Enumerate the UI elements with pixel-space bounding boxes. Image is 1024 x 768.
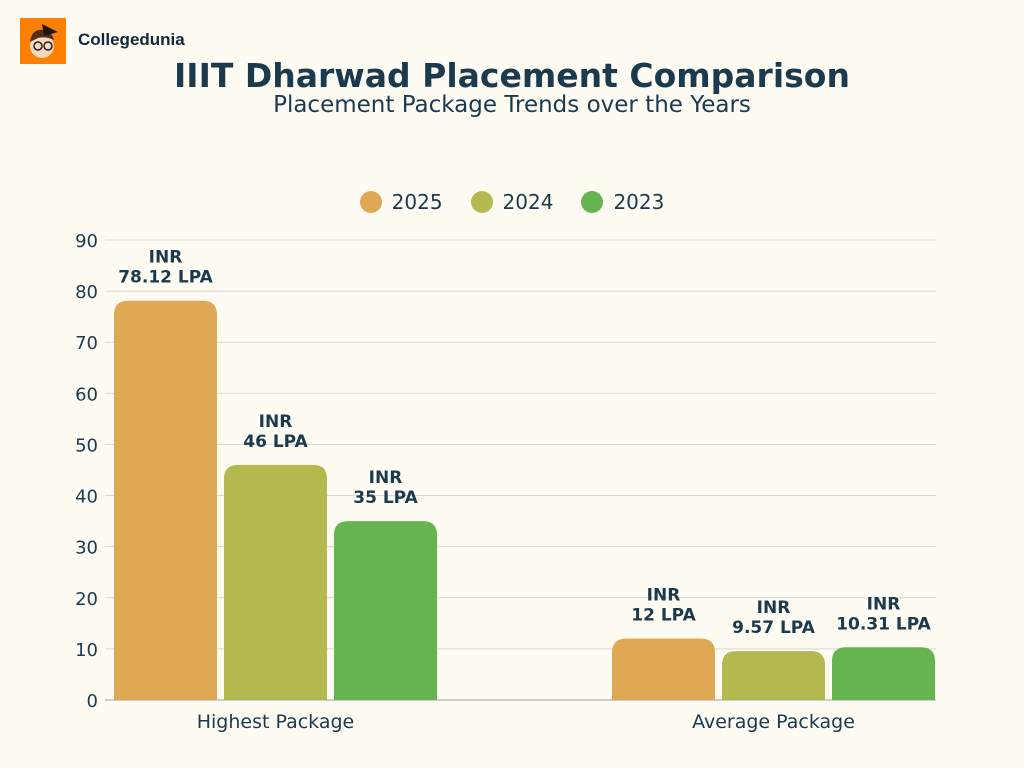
data-label: 46 LPA [243, 432, 308, 452]
legend-swatch [581, 191, 604, 213]
legend-item-2025: 2025 [359, 190, 443, 214]
legend-item-2024: 2024 [470, 190, 554, 214]
data-label: 35 LPA [353, 488, 418, 508]
y-tick-label: 20 [75, 589, 98, 610]
data-label: INR [647, 586, 681, 606]
y-tick-label: 10 [75, 640, 98, 661]
legend-label: 2024 [502, 190, 554, 214]
legend-label: 2023 [613, 190, 665, 214]
y-tick-label: 30 [75, 538, 98, 559]
y-tick-label: 80 [75, 282, 98, 303]
data-label: 10.31 LPA [836, 614, 931, 634]
data-label: INR [369, 468, 403, 488]
y-tick-label: 70 [75, 333, 98, 354]
legend-swatch [470, 191, 493, 213]
data-label: INR [757, 598, 791, 618]
bar-2024-1 [722, 651, 825, 700]
y-tick-label: 0 [87, 691, 98, 712]
legend-swatch [359, 191, 382, 213]
bar-2023-1 [832, 647, 935, 700]
bar-2023-0 [334, 521, 437, 700]
data-label: INR [149, 248, 183, 268]
data-label: INR [259, 412, 293, 432]
legend-label: 2025 [391, 190, 443, 214]
chart-title: IIIT Dharwad Placement Comparison [174, 56, 850, 95]
y-tick-label: 60 [75, 384, 98, 405]
y-tick-label: 90 [75, 231, 98, 252]
y-tick-label: 40 [75, 487, 98, 508]
bar-2024-0 [224, 464, 327, 700]
data-label: 12 LPA [631, 606, 696, 626]
bar-2025-0 [114, 300, 217, 700]
data-label: 9.57 LPA [732, 618, 816, 638]
brand-name: Collegedunia [78, 30, 185, 49]
bar-2025-1 [612, 638, 715, 700]
legend: 2025 2024 2023 [0, 190, 1024, 214]
data-label: 78.12 LPA [118, 268, 213, 288]
data-label: INR [867, 594, 901, 614]
x-category-label: Average Package [692, 711, 855, 733]
x-category-label: Highest Package [197, 711, 355, 733]
collegedunia-logo [20, 18, 66, 64]
legend-item-2023: 2023 [581, 190, 664, 214]
y-tick-label: 50 [75, 435, 98, 456]
chart-subtitle: Placement Package Trends over the Years [273, 92, 751, 118]
mascot-icon [30, 24, 58, 58]
